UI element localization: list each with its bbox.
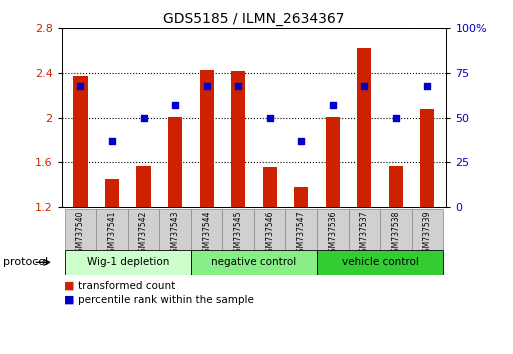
Bar xyxy=(65,250,191,275)
Text: GSM737545: GSM737545 xyxy=(233,211,243,257)
Point xyxy=(360,83,368,88)
Point xyxy=(76,83,85,88)
Text: GSM737547: GSM737547 xyxy=(297,211,306,257)
Text: negative control: negative control xyxy=(211,257,297,267)
Bar xyxy=(168,116,182,207)
Text: GSM737542: GSM737542 xyxy=(139,211,148,257)
Bar xyxy=(411,209,443,250)
Text: protocol: protocol xyxy=(3,257,48,267)
Bar xyxy=(317,209,348,250)
Text: transformed count: transformed count xyxy=(78,281,175,291)
Bar xyxy=(326,116,340,207)
Point xyxy=(234,83,242,88)
Text: GSM737536: GSM737536 xyxy=(328,211,337,257)
Text: GSM737540: GSM737540 xyxy=(76,211,85,257)
Bar xyxy=(380,209,411,250)
Text: GSM737546: GSM737546 xyxy=(265,211,274,257)
Point xyxy=(171,102,179,108)
Point xyxy=(140,115,148,120)
Bar xyxy=(223,209,254,250)
Text: GSM737539: GSM737539 xyxy=(423,211,432,257)
Text: ■: ■ xyxy=(64,295,74,305)
Bar xyxy=(389,166,403,207)
Bar xyxy=(357,48,371,207)
Point xyxy=(297,138,305,144)
Bar xyxy=(348,209,380,250)
Text: GSM737537: GSM737537 xyxy=(360,211,369,257)
Point xyxy=(423,83,431,88)
Title: GDS5185 / ILMN_2634367: GDS5185 / ILMN_2634367 xyxy=(163,12,345,26)
Bar xyxy=(317,250,443,275)
Point xyxy=(203,83,211,88)
Point xyxy=(392,115,400,120)
Bar xyxy=(160,209,191,250)
Bar xyxy=(73,76,88,207)
Bar xyxy=(105,179,119,207)
Bar xyxy=(65,209,96,250)
Point xyxy=(266,115,274,120)
Bar xyxy=(263,167,277,207)
Text: percentile rank within the sample: percentile rank within the sample xyxy=(78,295,254,305)
Bar xyxy=(136,166,151,207)
Bar xyxy=(231,71,245,207)
Bar xyxy=(254,209,285,250)
Text: GSM737538: GSM737538 xyxy=(391,211,400,257)
Text: Wig-1 depletion: Wig-1 depletion xyxy=(87,257,169,267)
Text: vehicle control: vehicle control xyxy=(342,257,419,267)
Bar xyxy=(191,209,223,250)
Bar xyxy=(191,250,317,275)
Point xyxy=(108,138,116,144)
Bar xyxy=(128,209,160,250)
Point xyxy=(329,102,337,108)
Bar xyxy=(96,209,128,250)
Text: GSM737543: GSM737543 xyxy=(171,211,180,257)
Bar xyxy=(285,209,317,250)
Text: GSM737541: GSM737541 xyxy=(108,211,116,257)
Bar xyxy=(200,70,214,207)
Text: GSM737544: GSM737544 xyxy=(202,211,211,257)
Text: ■: ■ xyxy=(64,281,74,291)
Bar xyxy=(294,187,308,207)
Bar xyxy=(420,109,435,207)
